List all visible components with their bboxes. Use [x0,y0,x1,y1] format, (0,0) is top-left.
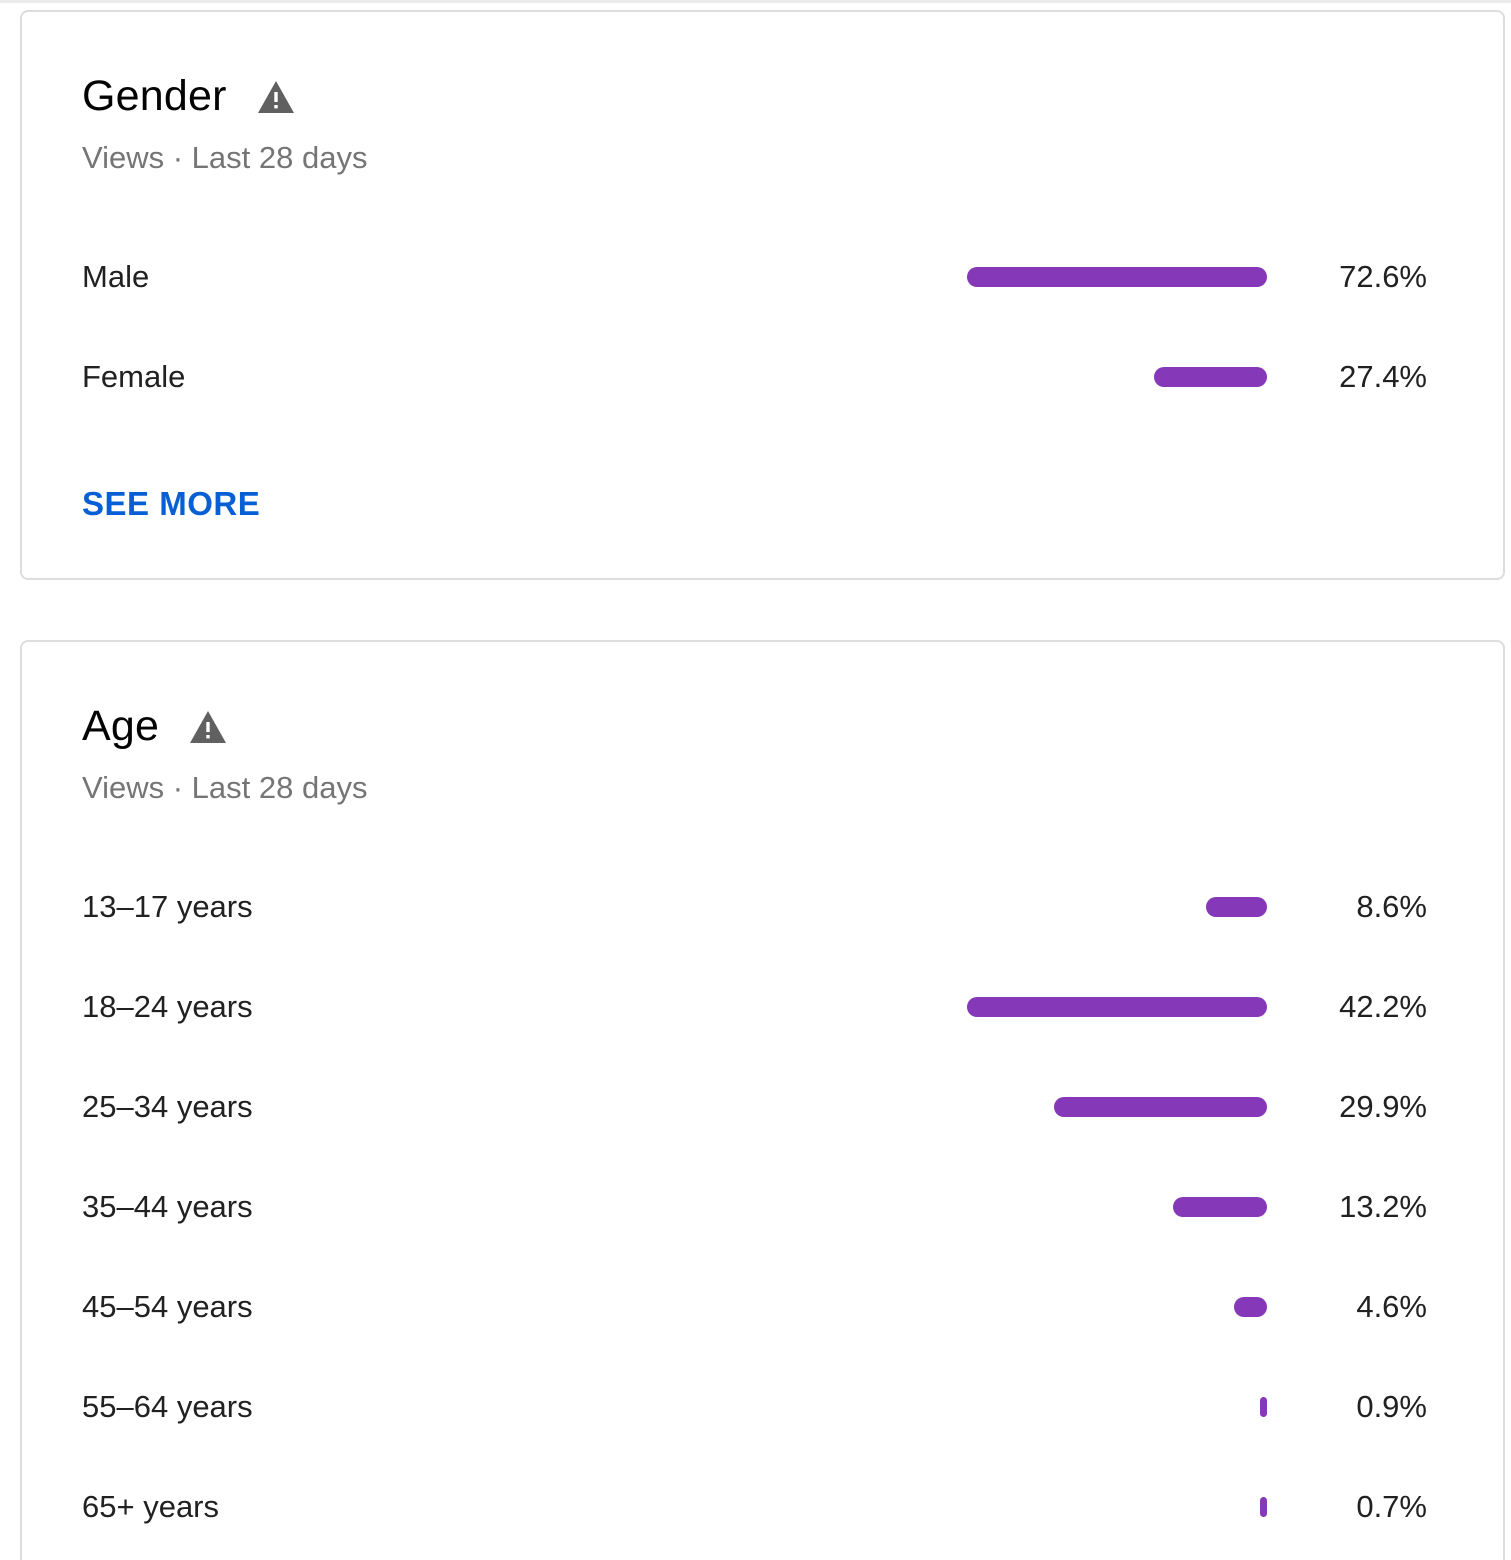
age-bar [1205,897,1267,917]
gender-row-label: Female [82,359,186,394]
age-row-value: 0.9% [1356,1389,1427,1424]
age-row-label: 13–17 years [82,889,253,924]
gender-row: Male 72.6% [82,227,1427,327]
age-row-label: 65+ years [82,1489,220,1524]
gender-bar [967,267,1267,287]
age-row-value: 8.6% [1356,889,1427,924]
gender-bar [1153,367,1267,387]
age-bar [1054,1097,1267,1117]
age-bar-track [967,1497,1267,1517]
gender-card: Gender Views · Last 28 days Male 72.6% Fem… [20,10,1505,580]
age-row: 25–34 years 29.9% [82,1057,1427,1157]
age-row-label: 45–54 years [82,1289,253,1324]
age-bar-track [967,997,1267,1017]
age-bar-track [967,1397,1267,1417]
age-row-label: 18–24 years [82,989,253,1024]
age-row-value: 4.6% [1356,1289,1427,1324]
top-divider [0,0,1511,3]
age-bar [1260,1497,1267,1517]
age-header: Age [82,702,227,751]
gender-bar-track [967,267,1267,287]
gender-row: Female 27.4% [82,327,1427,427]
age-bar [1260,1397,1267,1417]
warning-triangle-icon[interactable] [257,80,295,114]
age-row: 35–44 years 13.2% [82,1157,1427,1257]
warning-triangle-icon[interactable] [189,710,227,744]
age-row: 18–24 years 42.2% [82,957,1427,1057]
age-row-value: 29.9% [1339,1089,1427,1124]
gender-title: Gender [82,72,227,120]
age-subtitle: Views · Last 28 days [82,770,368,805]
see-more-button[interactable]: SEE MORE [82,485,261,522]
age-bar-track [967,1297,1267,1317]
age-row-label: 25–34 years [82,1089,253,1124]
gender-rows: Male 72.6% Female 27.4% [82,227,1427,427]
gender-header: Gender [82,72,295,121]
age-bar [967,997,1267,1017]
gender-row-value: 27.4% [1339,359,1427,394]
age-row: 13–17 years 8.6% [82,857,1427,957]
age-bar [1234,1297,1267,1317]
age-row-value: 0.7% [1356,1489,1427,1524]
age-bar-track [967,897,1267,917]
age-bar-track [967,1097,1267,1117]
age-row-value: 13.2% [1339,1189,1427,1224]
age-row-value: 42.2% [1339,989,1427,1024]
gender-row-value: 72.6% [1339,259,1427,294]
gender-subtitle: Views · Last 28 days [82,140,368,175]
age-rows: 13–17 years 8.6% 18–24 years 42.2% 25–34 yea… [82,857,1427,1557]
age-title: Age [82,702,160,750]
gender-bar-track [967,367,1267,387]
age-row-label: 55–64 years [82,1389,253,1424]
gender-row-label: Male [82,259,150,294]
age-row: 45–54 years 4.6% [82,1257,1427,1357]
age-row: 65+ years 0.7% [82,1457,1427,1557]
age-bar [1173,1197,1267,1217]
age-row-label: 35–44 years [82,1189,253,1224]
age-card: Age Views · Last 28 days 13–17 years 8.6%… [20,640,1505,1560]
age-row: 55–64 years 0.9% [82,1357,1427,1457]
age-bar-track [967,1197,1267,1217]
